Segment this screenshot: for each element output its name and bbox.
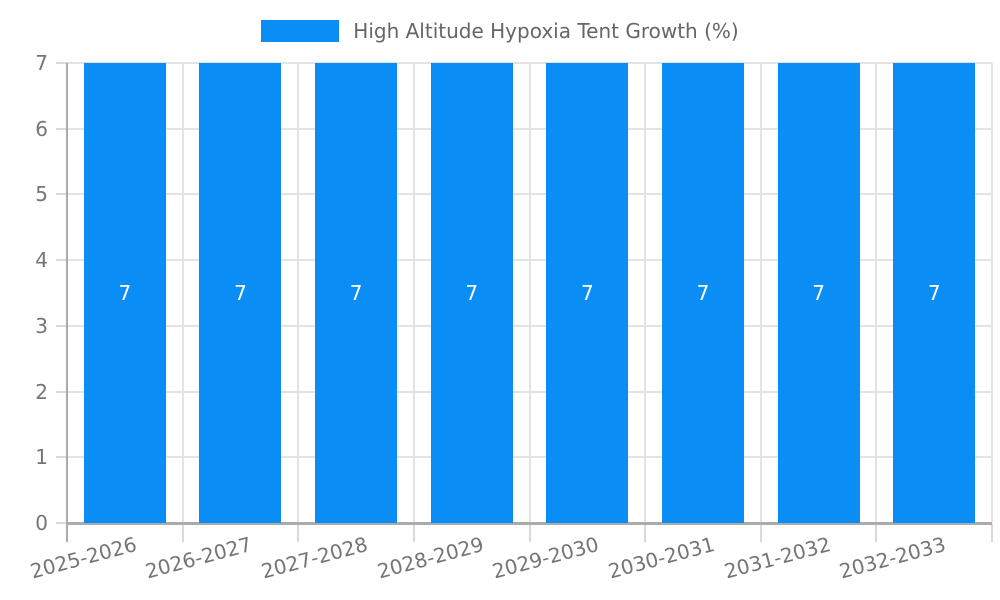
x-gridline — [297, 63, 300, 523]
y-axis-tick-label: 6 — [35, 116, 48, 141]
bar-2025-2026[interactable] — [83, 63, 166, 523]
x-gridline — [875, 63, 878, 523]
y-tick-mark — [56, 324, 67, 327]
y-axis-line — [66, 63, 68, 523]
x-gridline — [644, 63, 647, 523]
x-axis-line — [66, 522, 992, 525]
x-tick-mark — [412, 524, 415, 542]
x-gridline — [528, 63, 531, 523]
bar-2028-2029[interactable] — [430, 63, 513, 523]
bar-value-label: 7 — [349, 281, 363, 305]
x-axis-tick-label: 2027-2028 — [258, 532, 371, 584]
bar-2029-2030[interactable] — [546, 63, 629, 523]
x-axis-tick-label: 2032-2033 — [836, 532, 949, 584]
bar-2026-2027[interactable] — [199, 63, 282, 523]
y-tick-mark — [56, 259, 67, 262]
chart-legend-item[interactable]: High Altitude Hypoxia Tent Growth (%) — [0, 17, 1000, 45]
y-axis-tick-label: 3 — [35, 313, 48, 338]
bar-value-label: 7 — [580, 281, 594, 305]
bar-value-label: 7 — [234, 281, 247, 305]
x-axis-tick-label: 2028-2029 — [374, 532, 486, 584]
y-tick-mark — [56, 456, 67, 459]
x-axis-tick-label: 2025-2026 — [27, 532, 140, 584]
bar-value-label: 7 — [696, 281, 710, 305]
x-axis-tick-label: 2031-2032 — [721, 532, 833, 584]
bar-value-label: 7 — [465, 281, 479, 305]
legend-label: High Altitude Hypoxia Tent Growth (%) — [353, 19, 739, 43]
x-tick-mark — [297, 524, 300, 542]
bar-value-label: 7 — [118, 281, 132, 305]
x-gridline — [181, 63, 184, 523]
x-tick-mark — [644, 524, 647, 542]
y-tick-mark — [56, 193, 67, 196]
bar-2032-2033[interactable] — [893, 63, 976, 523]
y-axis-tick-label: 2 — [35, 379, 48, 404]
y-tick-mark — [56, 390, 67, 393]
x-tick-mark — [759, 524, 762, 542]
y-axis-tick-label: 4 — [35, 248, 48, 273]
x-gridline — [991, 63, 993, 523]
x-gridline — [412, 63, 415, 523]
y-tick-mark — [56, 127, 67, 130]
x-tick-mark — [66, 524, 68, 542]
x-gridline — [759, 63, 762, 523]
y-axis-tick-label: 0 — [35, 511, 48, 535]
x-tick-mark — [181, 524, 184, 542]
x-tick-mark — [991, 524, 993, 542]
y-axis-tick-label: 5 — [35, 182, 48, 207]
bar-2030-2031[interactable] — [661, 63, 744, 523]
bar-value-label: 7 — [927, 281, 941, 305]
y-axis-tick-label: 7 — [35, 51, 48, 75]
bar-2031-2032[interactable] — [777, 63, 860, 523]
y-tick-mark — [56, 522, 67, 524]
bar-2027-2028[interactable] — [315, 63, 398, 523]
y-axis-tick-label: 1 — [35, 445, 48, 470]
x-tick-mark — [528, 524, 531, 542]
x-tick-mark — [875, 524, 878, 542]
bar-value-label: 7 — [812, 281, 825, 305]
x-axis-tick-label: 2026-2027 — [143, 532, 255, 584]
y-tick-mark — [56, 62, 67, 64]
x-axis-tick-label: 2029-2030 — [490, 532, 602, 584]
x-axis-tick-label: 2030-2031 — [605, 532, 718, 584]
legend-color-swatch-icon — [261, 20, 340, 42]
